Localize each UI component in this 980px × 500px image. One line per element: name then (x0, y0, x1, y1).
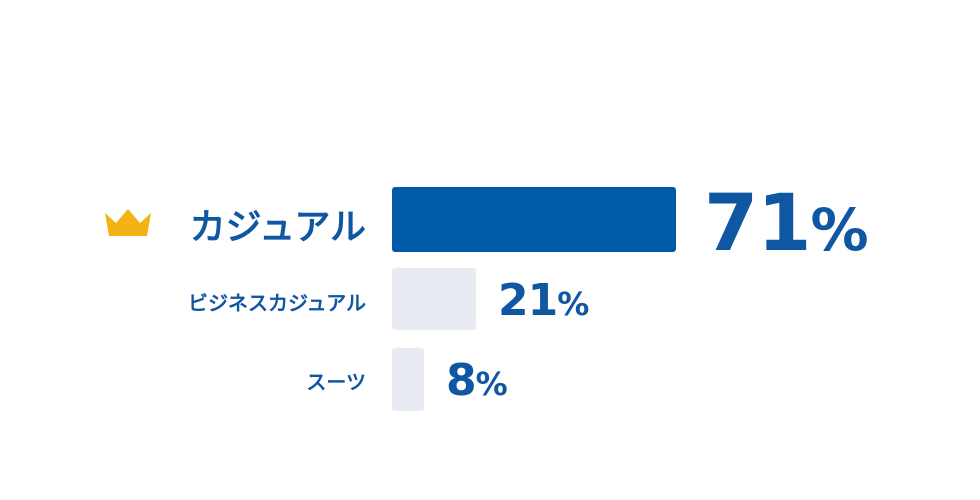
value-number: 8 (446, 355, 477, 406)
value-label: 71% (704, 179, 869, 269)
category-label: カジュアル (189, 207, 366, 248)
chart-row-business-casual: ビジネスカジュアル 21% (0, 268, 980, 330)
bar-casual (392, 187, 676, 252)
percent-sign: % (557, 285, 590, 323)
bar-suit (392, 348, 424, 411)
value-number: 71 (704, 179, 812, 269)
category-label: ビジネスカジュアル (188, 291, 366, 315)
bar-business-casual (392, 268, 476, 330)
value-label: 21% (498, 275, 589, 326)
chart-row-casual: カジュアル 71% (0, 179, 980, 269)
crown-shape (105, 209, 151, 236)
percent-sign: % (475, 365, 508, 403)
chart-row-suit: スーツ 8% (0, 348, 980, 411)
value-number: 21 (498, 275, 558, 326)
value-label: 8% (446, 355, 508, 406)
percent-sign: % (810, 196, 869, 264)
category-label: スーツ (306, 370, 366, 394)
crown-icon (105, 209, 151, 236)
